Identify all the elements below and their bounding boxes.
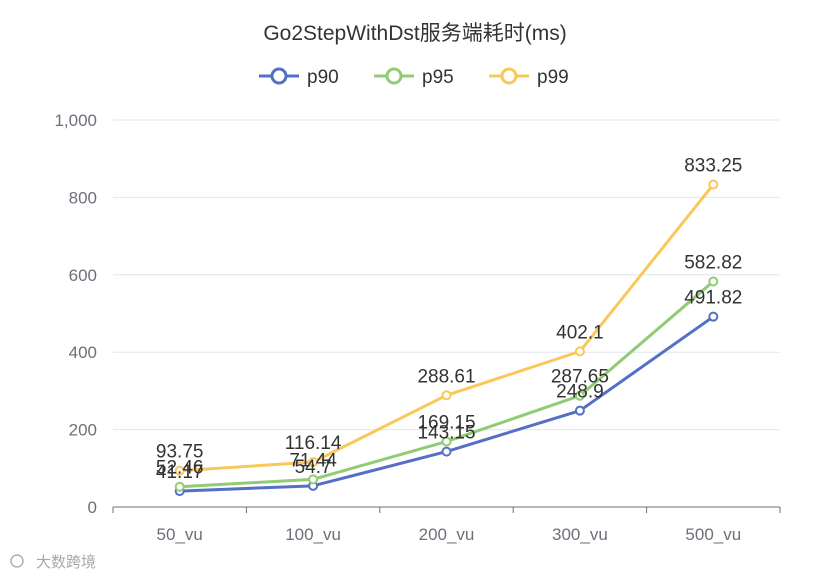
data-point-p99 [308, 457, 319, 468]
data-label-p99: 288.61 [417, 366, 475, 387]
legend-marker-p95 [385, 67, 403, 85]
data-label-p95: 71.44 [289, 450, 337, 471]
data-point-p90 [574, 405, 585, 416]
data-point-p95 [308, 474, 319, 485]
x-tick-label: 300_vu [552, 525, 608, 544]
data-label-p90: 41.17 [156, 462, 204, 483]
x-axis: 50_vu 100_vu 200_vu 300_vu 500_vu [112, 506, 781, 544]
data-point-p95 [708, 276, 719, 287]
data-label-p99: 93.75 [156, 442, 204, 463]
data-point-p99 [574, 346, 585, 357]
watermark-icon [10, 554, 24, 568]
data-point-p95 [574, 390, 585, 401]
data-label-p90: 491.82 [684, 288, 742, 309]
grid-lines [113, 119, 780, 431]
y-tick-label: 600 [69, 266, 97, 285]
watermark: 大数跨境 [10, 553, 96, 571]
y-axis: 0 200 400 600 800 1,000 [54, 111, 97, 517]
data-label-p95: 582.82 [684, 252, 742, 273]
legend-label-p99: p99 [537, 67, 569, 88]
data-label-p95: 169.15 [417, 413, 475, 434]
legend-marker-p99 [500, 67, 518, 85]
chart-title: Go2StepWithDst服务端耗时(ms) [263, 22, 566, 45]
x-tick-label: 50_vu [157, 525, 203, 544]
x-tick-label: 500_vu [685, 525, 741, 544]
y-tick-label: 200 [69, 421, 97, 440]
data-point-p99 [441, 390, 452, 401]
y-tick-label: 1,000 [54, 111, 97, 130]
data-label-p90: 54.7 [295, 457, 332, 478]
y-tick-label: 800 [69, 188, 97, 207]
data-point-p90 [441, 446, 452, 457]
legend-label-p90: p90 [307, 67, 339, 88]
data-label-p95: 52.46 [156, 458, 204, 479]
watermark-text: 大数跨境 [36, 553, 96, 571]
x-tick-label: 200_vu [419, 525, 475, 544]
data-point-p95 [174, 481, 185, 492]
legend-marker-p90 [270, 67, 288, 85]
series-group [174, 179, 719, 497]
data-label-p95: 287.65 [551, 367, 609, 388]
y-tick-label: 0 [88, 498, 97, 517]
data-point-p99 [708, 179, 719, 190]
data-label-p99: 833.25 [684, 156, 742, 177]
data-point-p99 [174, 465, 185, 476]
data-label-p99: 116.14 [285, 433, 342, 454]
y-tick-label: 400 [69, 343, 97, 362]
legend: p90 p95 p99 [259, 67, 569, 88]
data-point-p90 [708, 311, 719, 322]
data-label-p90: 143.15 [417, 423, 475, 444]
legend-label-p95: p95 [422, 67, 454, 88]
data-label-p99: 402.1 [556, 322, 604, 343]
data-point-p95 [441, 436, 452, 447]
data-label-p90: 248.9 [556, 382, 604, 403]
x-tick-label: 100_vu [285, 525, 341, 544]
data-labels: 41.17 54.7 143.15 248.9 491.82 52.46 71.44 169.… [156, 156, 742, 484]
